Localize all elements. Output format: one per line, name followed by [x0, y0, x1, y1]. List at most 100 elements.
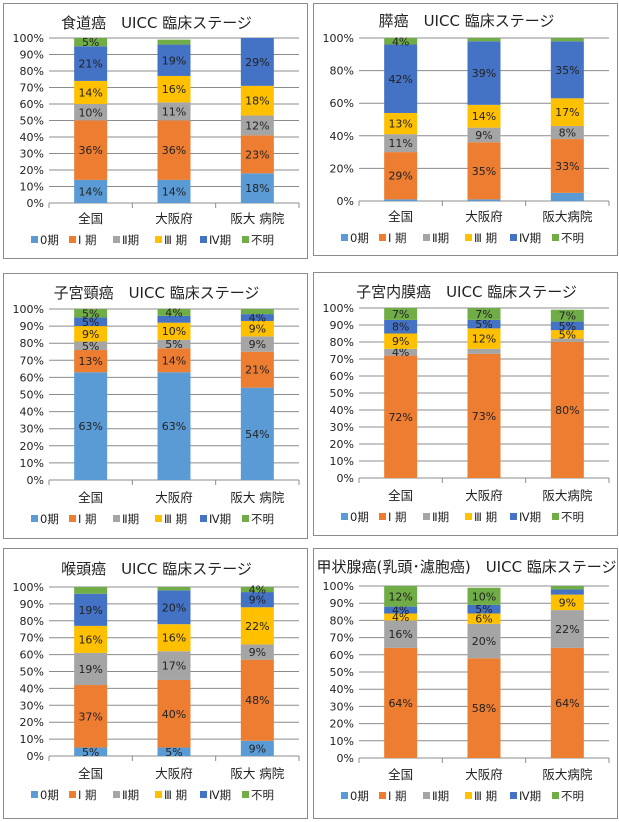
chart-title: 甲状腺癌(乳頭･濾胞癌) UICC 臨床ステージ [316, 558, 616, 576]
y-tick-label: 100% [13, 303, 44, 316]
bar-segment-stage1 [550, 647, 584, 758]
y-tick-label: 40% [20, 131, 44, 144]
data-label: 5% [82, 316, 99, 329]
bar-segment-stage2 [240, 336, 274, 352]
bar-segment-stage1 [240, 351, 274, 388]
y-tick-label: 0% [27, 750, 44, 763]
y-tick-label: 80% [330, 336, 354, 349]
bar-segment-stage4 [74, 593, 108, 626]
data-label: 19% [162, 54, 186, 67]
bar-segment-stage3 [384, 613, 418, 621]
data-label: 9% [249, 338, 266, 351]
bar-segment-stage1 [550, 139, 584, 193]
bar-segment-stage0 [74, 747, 108, 756]
legend-swatch-stage0 [341, 234, 348, 241]
data-label: 5% [82, 746, 99, 759]
data-label: 19% [78, 663, 102, 676]
data-label: 9% [249, 594, 266, 607]
data-label: 5% [475, 603, 492, 616]
y-tick-label: 100% [323, 580, 354, 593]
y-tick-label: 50% [20, 115, 44, 128]
x-category-label: 全国 [388, 209, 413, 224]
data-label: 16% [78, 633, 102, 646]
bar-segment-stage4 [157, 44, 191, 76]
data-label: 23% [245, 148, 269, 161]
x-category-label: 阪大 病院 [230, 766, 284, 781]
y-tick-label: 30% [20, 423, 44, 436]
bar-segment-stage4 [240, 592, 274, 608]
legend-swatch-stage0 [341, 513, 348, 520]
legend-swatch-stage0 [341, 792, 348, 799]
legend-label: 0期 [350, 510, 369, 524]
data-label: 16% [162, 83, 186, 96]
bar-segment-unknown [74, 38, 108, 47]
y-tick-label: 80% [20, 337, 44, 350]
bar-segment-stage1 [74, 120, 108, 180]
bar-segment-stage4 [384, 319, 418, 334]
y-tick-label: 40% [20, 406, 44, 419]
bar-segment-unknown [384, 308, 418, 320]
y-tick-label: 40% [330, 683, 354, 696]
y-tick-label: 100% [13, 32, 44, 45]
y-tick-label: 20% [20, 440, 44, 453]
data-label: 22% [555, 623, 579, 636]
data-label: 11% [162, 105, 186, 118]
y-tick-label: 90% [20, 320, 44, 333]
chart-title: 食道癌 UICC 臨床ステージ [61, 14, 252, 32]
bar-segment-stage4 [74, 46, 108, 81]
bar-segment-stage4 [240, 314, 274, 321]
bar-segment-stage1 [74, 685, 108, 748]
bar-segment-unknown [550, 309, 584, 322]
data-label: 8% [559, 127, 576, 140]
bar-segment-stage3 [550, 98, 584, 127]
x-category-label: 阪大病院 [542, 488, 593, 503]
legend-swatch-unknown [552, 513, 559, 520]
data-label: 9% [249, 646, 266, 659]
x-category-label: 阪大病院 [542, 767, 593, 782]
bar-segment-unknown [157, 39, 191, 45]
x-category-label: 阪大 病院 [230, 211, 284, 226]
bar-segment-stage0 [157, 747, 191, 756]
y-tick-label: 0% [27, 197, 44, 210]
data-label: 7% [559, 310, 576, 323]
y-tick-label: 60% [330, 97, 354, 110]
bar-segment-stage2 [550, 126, 584, 140]
x-category-label: 阪大 病院 [230, 490, 284, 505]
data-label: 10% [78, 106, 102, 119]
data-label: 5% [559, 320, 576, 333]
legend-label: Ⅰ 期 [388, 231, 407, 245]
chart-svg: 膵癌 UICC 臨床ステージ 0% 20% 40% 60% 80% 100% 29% 11% 13… [323, 12, 610, 245]
y-tick-label: 20% [20, 716, 44, 729]
y-tick-label: 60% [330, 370, 354, 383]
bar-segment-stage0 [74, 179, 108, 203]
y-tick-label: 40% [330, 130, 354, 143]
y-tick-label: 80% [20, 65, 44, 78]
bar-segment-stage1 [240, 135, 274, 174]
legend-label: 0期 [40, 233, 59, 247]
data-label: 9% [475, 129, 492, 142]
bar-segment-unknown [74, 309, 108, 318]
data-label: 29% [245, 56, 269, 69]
data-label: 58% [472, 702, 496, 715]
legend-label: Ⅳ期 [209, 788, 231, 802]
legend-label: Ⅱ期 [432, 789, 449, 803]
data-label: 22% [245, 620, 269, 633]
y-tick-label: 60% [20, 98, 44, 111]
x-category-label: 全国 [78, 211, 103, 226]
y-tick-label: 70% [20, 354, 44, 367]
bar-segment-unknown [467, 308, 501, 320]
legend-label: Ⅰ 期 [78, 233, 97, 247]
data-label: 16% [162, 632, 186, 645]
bar-segment-stage4 [550, 589, 584, 595]
y-tick-label: 20% [330, 162, 354, 175]
bar-segment-stage3 [157, 624, 191, 652]
y-tick-label: 90% [330, 597, 354, 610]
y-tick-label: 10% [20, 733, 44, 746]
bar-segment-unknown [157, 309, 191, 316]
bar-segment-stage0 [157, 179, 191, 203]
legend-label: Ⅲ 期 [474, 231, 497, 245]
bar-segment-stage4 [467, 41, 501, 105]
legend-swatch-stage0 [31, 791, 38, 798]
y-tick-label: 40% [330, 404, 354, 417]
bar-segment-stage3 [157, 322, 191, 340]
